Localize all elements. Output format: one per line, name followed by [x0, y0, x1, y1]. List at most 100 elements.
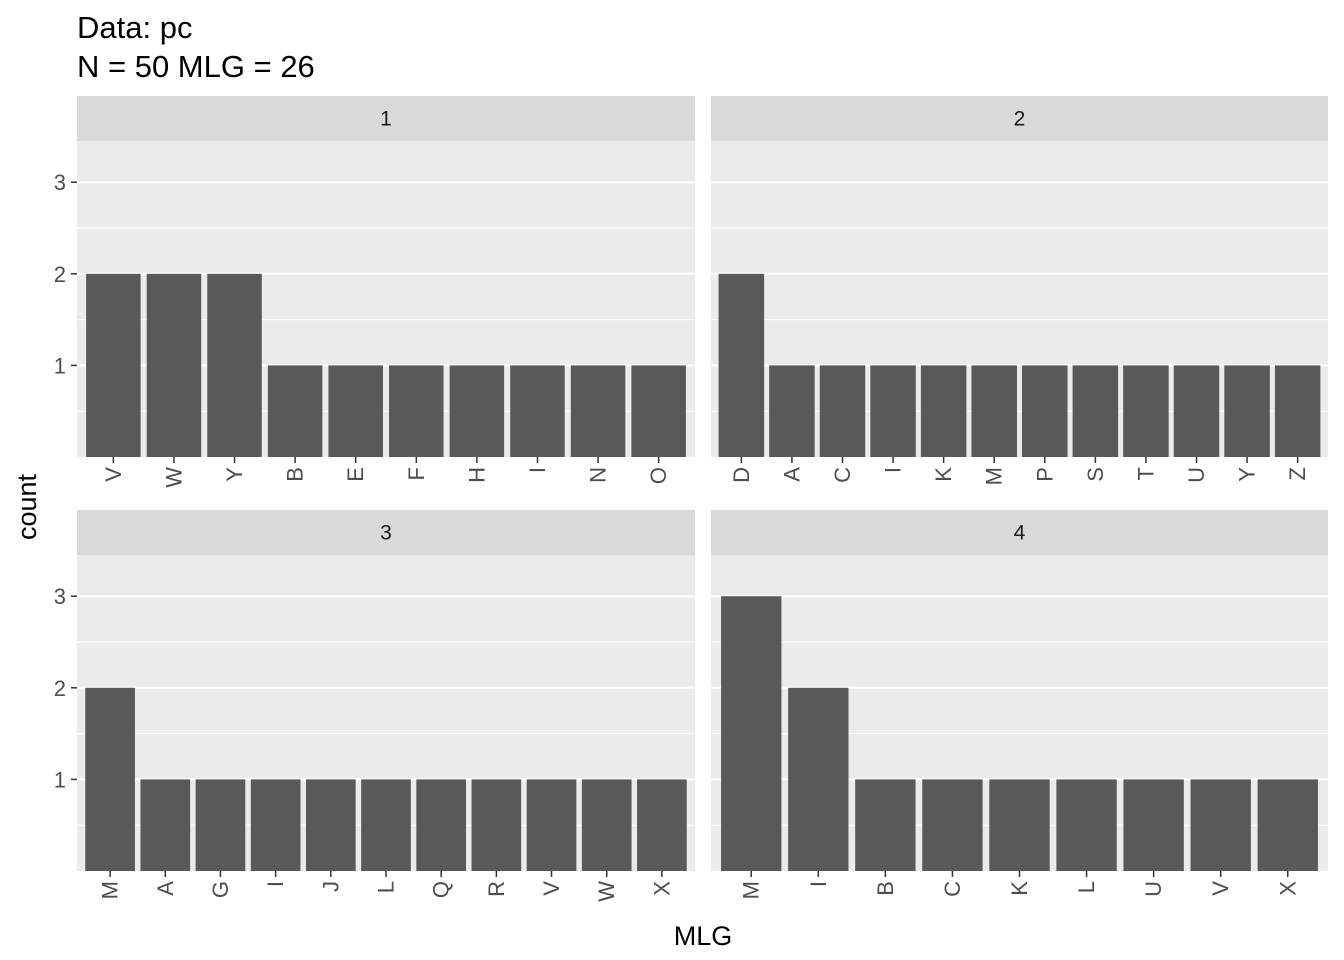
x-tick-label: W: [161, 467, 186, 488]
y-tick-label: 2: [54, 676, 66, 701]
bar-U: [1173, 365, 1220, 457]
x-tick-label: B: [283, 467, 308, 482]
x-tick-label: C: [830, 467, 855, 483]
bar-C: [922, 779, 983, 871]
bar-D: [718, 273, 765, 457]
x-tick-label: L: [374, 881, 399, 893]
x-tick-label: P: [1032, 467, 1057, 482]
x-tick-label: K: [931, 467, 956, 482]
x-tick-label: I: [806, 881, 831, 887]
bar-A: [140, 779, 191, 871]
facet-strip-label: 3: [380, 522, 392, 545]
bar-B: [855, 779, 916, 871]
bar-M: [721, 596, 782, 871]
x-tick-label: W: [594, 881, 619, 902]
x-tick-label: M: [98, 881, 123, 899]
x-tick-label: R: [484, 881, 509, 897]
bar-V: [1190, 779, 1251, 871]
x-tick-label: X: [1275, 881, 1300, 896]
bar-I: [250, 779, 301, 871]
x-tick-label: Y: [1235, 467, 1260, 482]
x-tick-label: N: [586, 467, 611, 483]
bar-V: [526, 779, 577, 871]
x-tick-label: X: [649, 881, 674, 896]
bar-P: [1022, 365, 1068, 457]
facet-panels: 1 V W Y B E F H I N O 1 2 3 2 D A C I K M P S T U Y Z 3 M A G I J L Q R V W X 1…: [54, 96, 1328, 902]
chart-title: Data: pc: [77, 10, 192, 45]
facet-panel-3: 3 M A G I J L Q R V W X 1 2 3: [54, 510, 695, 902]
bar-F: [389, 365, 444, 457]
x-tick-label: U: [1184, 467, 1209, 483]
x-tick-label: V: [101, 467, 126, 482]
x-tick-label: O: [646, 467, 671, 484]
bar-Y: [207, 273, 262, 457]
bar-N: [570, 365, 626, 457]
bar-M: [85, 687, 135, 871]
facet-strip: [77, 510, 695, 555]
bar-Q: [416, 779, 467, 871]
bar-W: [146, 273, 202, 457]
bar-I: [870, 365, 916, 457]
y-tick-label: 1: [54, 767, 66, 792]
x-tick-label: U: [1141, 881, 1166, 897]
bar-G: [195, 779, 246, 871]
x-tick-label: B: [873, 881, 898, 896]
facet-panel-2: 2 D A C I K M P S T U Y Z: [711, 96, 1328, 485]
bar-A: [769, 365, 815, 457]
y-tick-label: 3: [54, 584, 66, 609]
facet-strip: [77, 96, 695, 141]
x-tick-label: V: [1208, 881, 1233, 896]
bar-K: [989, 779, 1050, 871]
x-tick-label: Q: [429, 881, 454, 898]
y-tick-label: 1: [54, 353, 66, 378]
bar-O: [631, 365, 686, 457]
x-tick-label: E: [343, 467, 368, 482]
facet-strip-label: 2: [1014, 108, 1026, 131]
bar-K: [920, 365, 967, 457]
x-tick-label: K: [1007, 881, 1032, 896]
bar-U: [1123, 779, 1184, 871]
bar-Z: [1274, 365, 1321, 457]
bar-M: [971, 365, 1017, 457]
bar-T: [1123, 365, 1169, 457]
facet-strip-label: 4: [1014, 522, 1026, 545]
x-tick-label: Z: [1285, 467, 1310, 480]
x-tick-label: C: [940, 881, 965, 897]
facet-panel-1: 1 V W Y B E F H I N O 1 2 3: [54, 96, 695, 488]
x-tick-label: I: [881, 467, 906, 473]
x-tick-label: T: [1133, 467, 1158, 480]
bar-W: [581, 779, 632, 871]
x-tick-label: S: [1083, 467, 1108, 482]
bar-J: [305, 779, 356, 871]
bar-R: [471, 779, 522, 871]
facet-panel-4: 4 M I B C K L U V X: [711, 510, 1328, 899]
x-tick-label: A: [779, 467, 804, 482]
facet-strip: [711, 96, 1328, 141]
bar-V: [86, 273, 141, 457]
x-tick-label: J: [318, 881, 343, 892]
x-tick-label: L: [1074, 881, 1099, 893]
y-tick-label: 3: [54, 170, 66, 195]
bar-B: [267, 365, 323, 457]
x-tick-label: F: [404, 467, 429, 480]
x-tick-label: I: [525, 467, 550, 473]
bar-S: [1072, 365, 1119, 457]
x-axis-title: MLG: [674, 921, 733, 951]
bar-I: [788, 687, 849, 871]
bar-C: [819, 365, 866, 457]
bar-X: [1257, 779, 1318, 871]
x-tick-label: V: [539, 881, 564, 896]
bar-X: [637, 779, 687, 871]
bar-Y: [1224, 365, 1270, 457]
x-tick-label: D: [729, 467, 754, 483]
bar-E: [328, 365, 383, 457]
x-tick-label: Y: [222, 467, 247, 482]
x-tick-label: M: [739, 881, 764, 899]
bar-I: [510, 365, 565, 457]
bar-H: [449, 365, 505, 457]
x-tick-label: M: [982, 467, 1007, 485]
x-tick-label: I: [263, 881, 288, 887]
chart-subtitle: N = 50 MLG = 26: [77, 49, 315, 84]
x-tick-label: A: [153, 881, 178, 896]
